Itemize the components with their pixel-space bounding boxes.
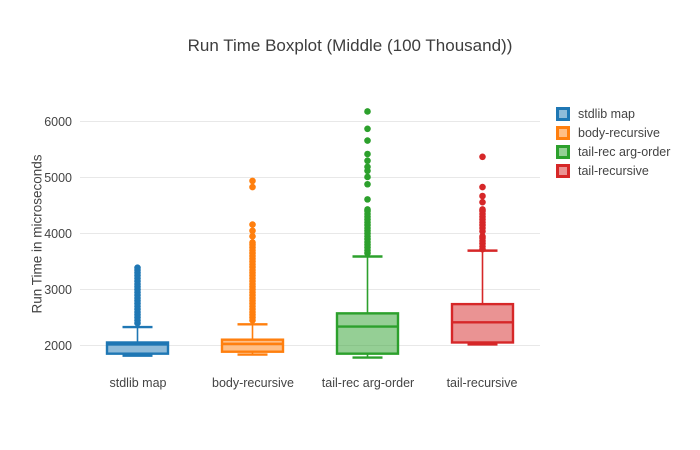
box-tail-rec-arg-order[interactable] bbox=[335, 108, 400, 359]
x-tick-label-stdlib-map: stdlib map bbox=[109, 376, 167, 390]
legend-item-tail-rec-arg-order[interactable]: tail-rec arg-order bbox=[556, 142, 670, 161]
y-tick-label-4000: 4000 bbox=[44, 227, 72, 241]
box-body-recursive[interactable] bbox=[220, 177, 285, 356]
x-tick-label-body-recursive: body-recursive bbox=[212, 376, 294, 390]
box-stdlib-map[interactable] bbox=[105, 264, 170, 357]
legend-swatch-icon bbox=[556, 125, 570, 140]
legend-swatch-icon bbox=[556, 106, 570, 121]
legend-label: tail-rec arg-order bbox=[578, 144, 671, 159]
chart-title: Run Time Boxplot (Middle (100 Thousand)) bbox=[187, 36, 513, 55]
legend-item-tail-recursive[interactable]: tail-recursive bbox=[556, 161, 670, 180]
y-tick-label-6000: 6000 bbox=[44, 115, 72, 129]
y-tick-label-3000: 3000 bbox=[44, 283, 72, 297]
y-tick-label-2000: 2000 bbox=[44, 339, 72, 353]
legend-swatch-icon bbox=[556, 163, 570, 178]
y-tick-label-5000: 5000 bbox=[44, 171, 72, 185]
legend-label: stdlib map bbox=[578, 106, 635, 121]
legend-swatch-icon bbox=[556, 144, 570, 159]
box-tail-recursive[interactable] bbox=[450, 153, 515, 346]
legend-label: tail-recursive bbox=[578, 163, 649, 178]
legend: stdlib map body-recursive tail-rec arg-o… bbox=[556, 104, 670, 180]
legend-item-stdlib-map[interactable]: stdlib map bbox=[556, 104, 670, 123]
x-tick-label-tail-rec-arg-order: tail-rec arg-order bbox=[321, 376, 415, 390]
x-tick-label-tail-recursive: tail-recursive bbox=[446, 376, 518, 390]
legend-label: body-recursive bbox=[578, 125, 660, 140]
legend-item-body-recursive[interactable]: body-recursive bbox=[556, 123, 670, 142]
